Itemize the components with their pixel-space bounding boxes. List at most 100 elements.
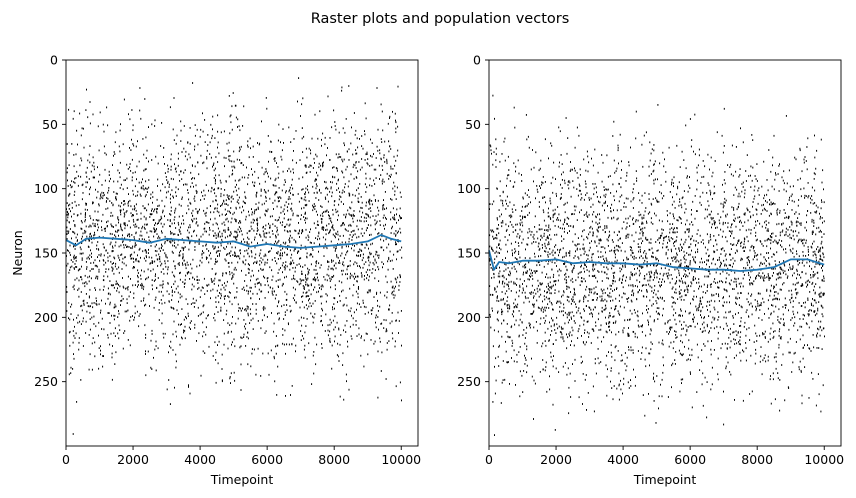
spike xyxy=(179,226,181,229)
spike xyxy=(382,216,384,219)
spike xyxy=(307,267,309,270)
spike xyxy=(373,168,375,171)
spike xyxy=(100,194,102,197)
spike xyxy=(229,132,231,135)
spike xyxy=(717,318,719,321)
spike xyxy=(193,229,195,232)
spike xyxy=(205,243,207,246)
spike xyxy=(341,191,343,194)
spike xyxy=(711,218,713,221)
spike xyxy=(276,226,278,229)
spike xyxy=(151,123,153,126)
spike xyxy=(200,312,202,315)
spike xyxy=(725,277,727,280)
spike xyxy=(201,253,203,256)
spike xyxy=(788,351,790,354)
spike xyxy=(673,217,675,220)
spike xyxy=(206,284,208,287)
spike xyxy=(648,393,649,395)
spike xyxy=(335,262,337,265)
spike xyxy=(364,275,365,277)
spike xyxy=(365,243,367,246)
spike xyxy=(84,232,86,234)
spike xyxy=(738,192,740,195)
spike xyxy=(691,235,693,238)
spike xyxy=(80,134,82,137)
spike xyxy=(293,274,295,277)
spike xyxy=(73,220,75,222)
spike xyxy=(592,265,594,268)
spike xyxy=(266,261,268,264)
spike xyxy=(299,278,301,281)
spike xyxy=(626,174,628,177)
spike xyxy=(359,219,361,222)
spike xyxy=(341,158,343,161)
spike xyxy=(263,255,265,258)
spike xyxy=(146,223,148,226)
spike xyxy=(277,312,278,315)
spike xyxy=(254,219,255,222)
spike xyxy=(377,199,379,202)
spike xyxy=(814,291,816,294)
spike xyxy=(766,276,768,279)
spike xyxy=(343,264,345,267)
spike xyxy=(527,297,529,299)
spike xyxy=(399,207,401,210)
spike xyxy=(81,184,83,187)
spike xyxy=(740,317,742,319)
spike xyxy=(666,263,668,266)
spike xyxy=(160,264,162,267)
spike xyxy=(702,291,704,293)
spike xyxy=(548,157,549,160)
spike xyxy=(145,217,147,220)
spike xyxy=(398,320,400,322)
spike xyxy=(221,213,223,216)
spike xyxy=(95,264,97,267)
spike xyxy=(195,184,197,187)
spike xyxy=(269,224,271,227)
spike xyxy=(320,218,322,220)
spike xyxy=(558,274,560,277)
spike xyxy=(87,305,89,307)
spike xyxy=(812,304,814,307)
spike xyxy=(72,261,74,263)
spike xyxy=(175,330,177,333)
spike xyxy=(765,200,766,202)
spike xyxy=(89,311,91,314)
spike xyxy=(258,201,260,204)
spike xyxy=(169,213,171,215)
spike xyxy=(322,132,324,135)
spike xyxy=(239,178,241,181)
spike xyxy=(811,371,813,374)
spike xyxy=(276,219,278,222)
spike xyxy=(346,320,348,322)
spike xyxy=(66,233,68,235)
spike xyxy=(190,202,192,205)
spike xyxy=(228,291,230,293)
spike xyxy=(261,120,262,123)
spike xyxy=(260,188,262,191)
spike xyxy=(291,385,293,387)
spike xyxy=(213,234,214,237)
spike xyxy=(341,290,342,293)
spike xyxy=(159,260,161,263)
spike xyxy=(228,195,230,197)
spike xyxy=(293,262,295,264)
spike xyxy=(218,301,220,304)
spike xyxy=(353,277,355,280)
spike xyxy=(147,203,149,206)
spike xyxy=(177,291,179,294)
spike xyxy=(698,154,700,157)
spike xyxy=(387,260,389,263)
spike xyxy=(622,331,624,334)
spike xyxy=(213,283,215,285)
spike xyxy=(370,339,372,341)
spike xyxy=(706,275,708,278)
spike xyxy=(352,153,354,156)
spike xyxy=(255,253,257,256)
spike xyxy=(280,254,282,257)
spike xyxy=(329,340,331,342)
spike xyxy=(791,371,793,373)
spike xyxy=(199,259,201,262)
spike xyxy=(389,117,390,119)
